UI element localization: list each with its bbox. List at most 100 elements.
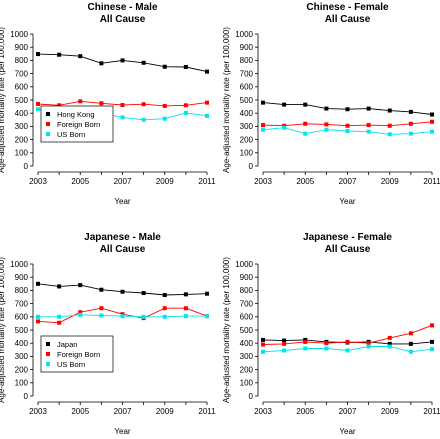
- data-point: [303, 346, 308, 351]
- data-point: [282, 338, 287, 343]
- y-tick-label: 500: [15, 96, 29, 105]
- y-tick-label: 400: [15, 339, 29, 348]
- y-tick-label: 800: [240, 286, 254, 295]
- data-point: [36, 107, 40, 112]
- chart-subtitle: All Cause: [325, 14, 371, 25]
- data-point: [366, 341, 371, 346]
- legend-marker: [46, 112, 50, 116]
- data-point: [387, 341, 392, 346]
- data-point: [366, 129, 371, 134]
- data-point: [36, 281, 40, 286]
- data-point: [141, 60, 146, 65]
- data-point: [387, 335, 392, 340]
- y-tick-label: 0: [24, 162, 29, 171]
- data-point: [408, 349, 413, 354]
- data-point: [99, 313, 104, 318]
- y-tick-label: 600: [15, 313, 29, 322]
- data-point: [430, 347, 434, 352]
- x-tick-label: 2009: [381, 177, 399, 186]
- data-point: [282, 102, 287, 107]
- y-tick-label: 500: [240, 96, 254, 105]
- data-point: [366, 344, 371, 349]
- y-tick-label: 200: [240, 365, 254, 374]
- x-tick-label: 2007: [114, 177, 132, 186]
- x-tick-label: 2003: [29, 177, 47, 186]
- data-point: [141, 314, 146, 319]
- y-tick-label: 1000: [235, 30, 253, 39]
- x-tick-label: 2009: [156, 407, 174, 416]
- data-point: [430, 323, 434, 328]
- y-tick-label: 100: [15, 379, 29, 388]
- data-point: [36, 314, 40, 319]
- x-tick-label: 2011: [423, 177, 440, 186]
- legend-label: Foreign Born: [57, 120, 100, 129]
- data-point: [120, 58, 125, 63]
- y-axis-title: Age-adjusted mortality rate (per 100,000…: [0, 257, 6, 403]
- data-point: [261, 123, 265, 128]
- data-point: [99, 61, 104, 66]
- data-point: [120, 103, 125, 108]
- y-tick-label: 300: [15, 122, 29, 131]
- data-point: [162, 293, 167, 298]
- x-tick-label: 2009: [381, 407, 399, 416]
- data-point: [345, 339, 350, 344]
- data-point: [324, 122, 329, 127]
- legend-marker: [46, 352, 50, 356]
- data-point: [408, 109, 413, 114]
- x-axis-title: Year: [339, 427, 356, 436]
- data-point: [78, 283, 83, 288]
- y-tick-label: 0: [24, 392, 29, 401]
- x-tick-label: 2007: [114, 407, 132, 416]
- y-axis-title: Age-adjusted mortality rate (per 100,000…: [222, 257, 231, 403]
- data-point: [430, 339, 434, 344]
- y-tick-label: 900: [15, 273, 29, 282]
- data-point: [162, 314, 167, 319]
- x-tick-label: 2009: [156, 177, 174, 186]
- data-point: [282, 341, 287, 346]
- data-point: [430, 112, 434, 117]
- data-point: [387, 123, 392, 128]
- chart-subtitle: All Cause: [325, 244, 371, 255]
- y-tick-label: 400: [15, 109, 29, 118]
- x-tick-label: 2011: [198, 177, 216, 186]
- data-point: [57, 52, 62, 57]
- data-point: [408, 331, 413, 336]
- data-point: [36, 319, 40, 324]
- y-tick-label: 100: [240, 149, 254, 158]
- x-tick-label: 2005: [71, 407, 89, 416]
- y-tick-label: 800: [15, 56, 29, 65]
- y-tick-label: 500: [15, 326, 29, 335]
- data-point: [408, 341, 413, 346]
- data-point: [324, 106, 329, 111]
- chart-subtitle: All Cause: [100, 14, 146, 25]
- data-point: [303, 339, 308, 344]
- data-point: [205, 100, 209, 105]
- y-tick-label: 700: [240, 299, 254, 308]
- data-point: [162, 64, 167, 69]
- chart-title: Chinese - Male: [87, 2, 157, 13]
- data-point: [408, 131, 413, 136]
- data-point: [57, 314, 62, 319]
- data-point: [303, 102, 308, 107]
- data-point: [99, 101, 104, 106]
- data-point: [183, 292, 188, 297]
- y-tick-label: 900: [240, 273, 254, 282]
- legend-label: US Born: [57, 130, 85, 139]
- data-point: [366, 123, 371, 128]
- data-point: [303, 131, 308, 136]
- y-tick-label: 400: [240, 109, 254, 118]
- data-point: [162, 103, 167, 108]
- y-tick-label: 600: [15, 83, 29, 92]
- y-tick-label: 800: [240, 56, 254, 65]
- data-point: [57, 284, 62, 289]
- x-tick-label: 2007: [339, 407, 357, 416]
- data-point: [78, 310, 83, 315]
- data-point: [408, 121, 413, 126]
- data-point: [345, 107, 350, 112]
- legend-label: US Born: [57, 360, 85, 369]
- data-point: [345, 129, 350, 134]
